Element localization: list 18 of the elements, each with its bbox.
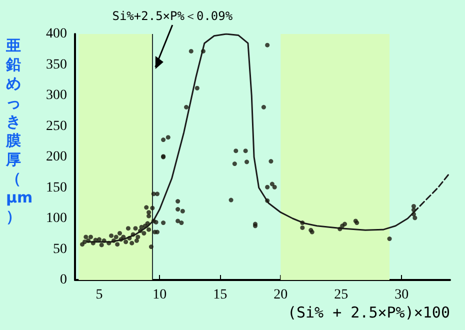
x-axis-title: (Si% + 2.5×P%)×100: [287, 304, 450, 322]
y-tick-label: 400: [46, 26, 67, 42]
y-tick-label: 350: [46, 57, 67, 72]
y-tick-label: 50: [53, 242, 67, 257]
y-tick-label: 150: [46, 180, 67, 196]
x-tick-label: 5: [96, 288, 103, 302]
y-tick-label: 200: [46, 150, 67, 164]
y-tick-label: 300: [46, 88, 67, 103]
y-tick-label: 250: [46, 118, 67, 134]
ref-line-label: Si%+2.5×P%＜0.09%: [112, 9, 234, 23]
y-tick-label: 100: [46, 211, 67, 226]
text: 亜鉛めっき膜厚（μm）: [6, 36, 33, 226]
x-tick-label: 15: [213, 288, 228, 302]
x-tick-label: 20: [274, 288, 288, 302]
x-tick-label: 10: [152, 288, 167, 302]
y-tick-label: 0: [60, 272, 67, 288]
x-tick-label: 30: [394, 288, 409, 302]
x-tick-label: 25: [334, 288, 348, 302]
